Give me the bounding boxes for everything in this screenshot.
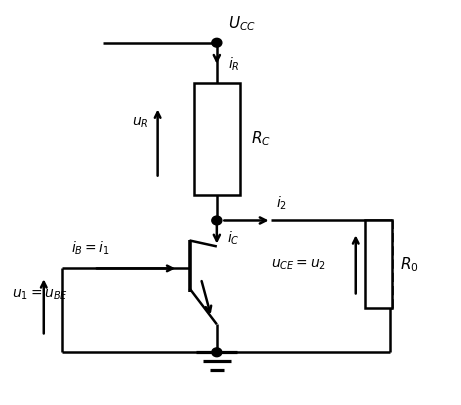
Bar bbox=[365, 220, 392, 308]
Bar bbox=[194, 83, 240, 194]
Text: $R_C$: $R_C$ bbox=[251, 129, 271, 148]
Circle shape bbox=[212, 38, 222, 47]
Text: $R_0$: $R_0$ bbox=[401, 255, 419, 274]
Text: $i_R$: $i_R$ bbox=[228, 56, 240, 73]
Text: $i_C$: $i_C$ bbox=[227, 230, 240, 247]
Circle shape bbox=[212, 348, 222, 357]
Text: $U_{CC}$: $U_{CC}$ bbox=[228, 14, 256, 33]
Text: $u_R$: $u_R$ bbox=[132, 115, 148, 130]
Text: $i_2$: $i_2$ bbox=[276, 194, 287, 212]
Text: $i_B = i_1$: $i_B = i_1$ bbox=[71, 240, 110, 257]
Text: $u_1 = u_{BE}$: $u_1 = u_{BE}$ bbox=[12, 287, 68, 302]
Text: $u_{CE} = u_2$: $u_{CE} = u_2$ bbox=[272, 257, 327, 272]
Circle shape bbox=[212, 216, 222, 225]
